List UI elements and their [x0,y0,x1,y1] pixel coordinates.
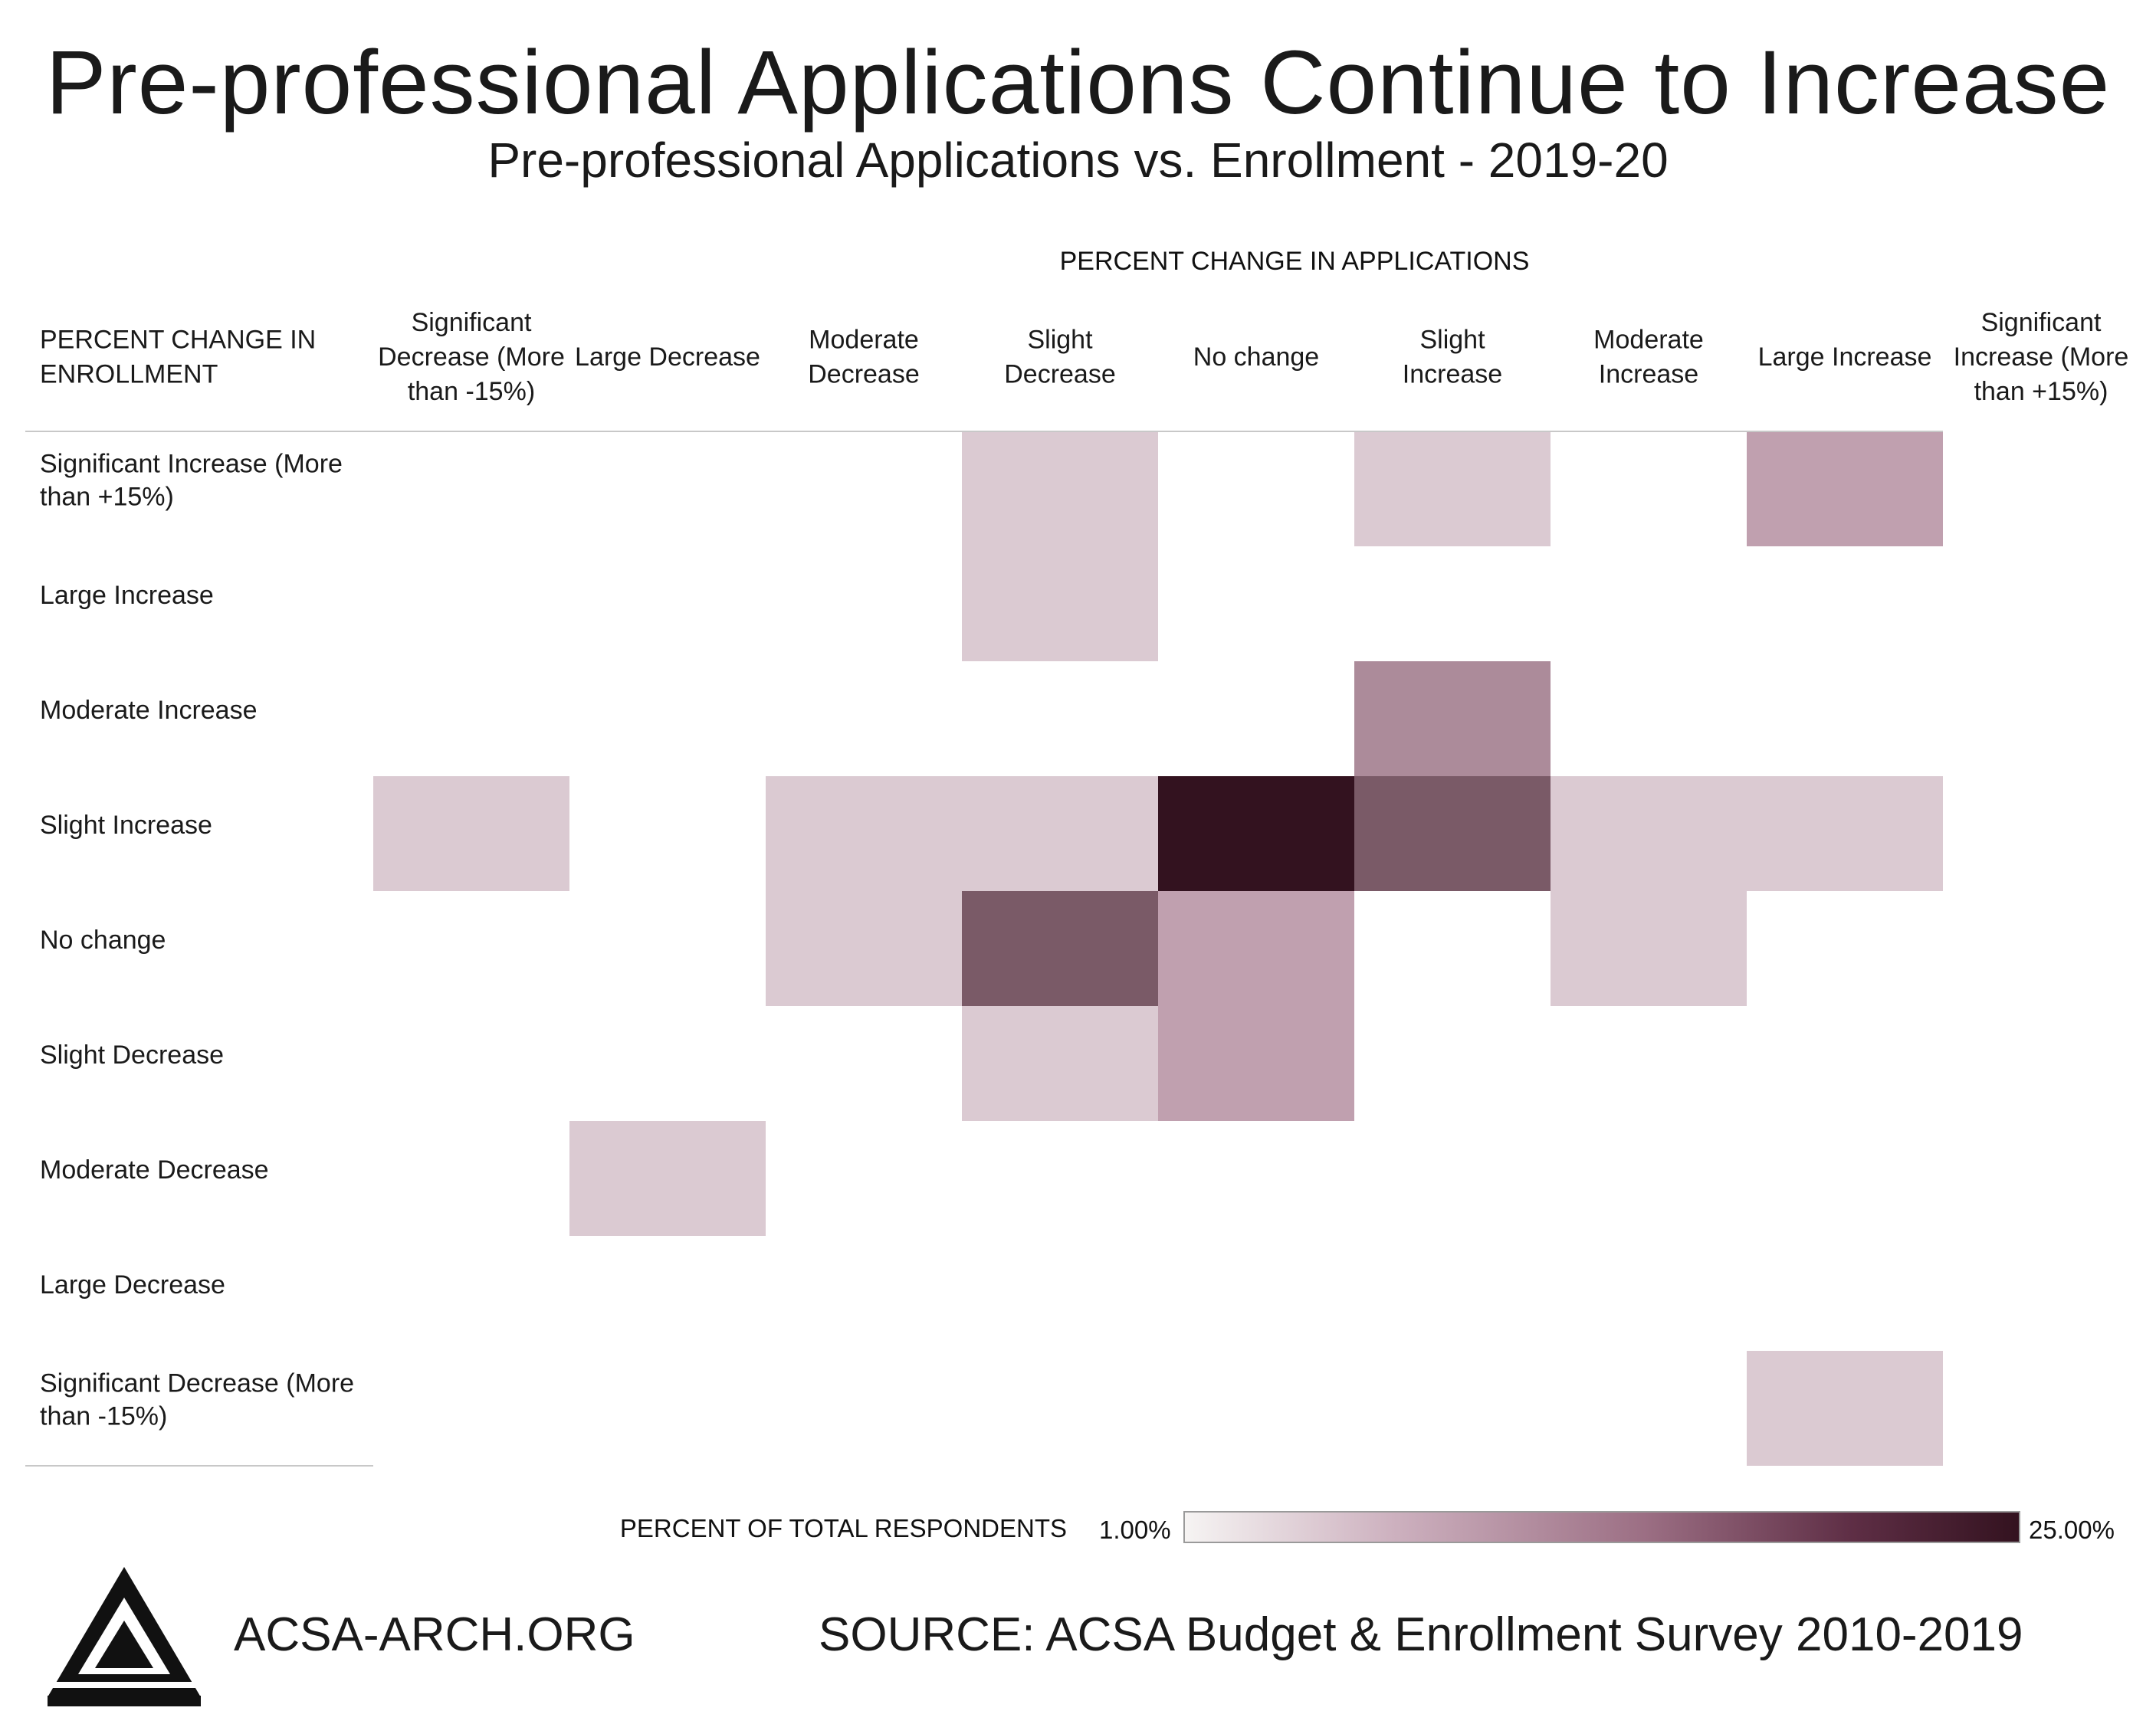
row-label: Slight Decrease [40,1041,224,1070]
heatmap-cell [1354,431,1551,546]
footer-site: ACSA-ARCH.ORG [234,1608,635,1661]
column-header: No change [1193,343,1319,372]
heatmap-cell [1551,891,1747,1006]
acsa-logo [48,1567,201,1713]
column-header: Moderate Increase [1593,325,1704,388]
chart-subtitle: Pre-professional Applications vs. Enroll… [487,133,1669,188]
heatmap-cell [766,891,962,1006]
row-label: Large Decrease [40,1270,225,1300]
heatmap-cell [1354,661,1551,776]
chart-title: Pre-professional Applications Continue t… [45,32,2111,133]
heatmap-cell [1747,1351,1943,1466]
column-header: Slight Increase [1403,325,1502,388]
legend-color-bar [1183,1511,2020,1543]
heatmap-cell [1158,776,1354,891]
column-header: Large Increase [1758,343,1932,372]
heatmap-cell [373,776,569,891]
row-label: No change [40,926,166,955]
heatmap-cell [1747,431,1943,546]
heatmap-cell [962,1006,1158,1121]
heatmap-cell [962,431,1158,546]
legend-title: PERCENT OF TOTAL RESPONDENTS [620,1514,1067,1542]
heatmap-cell [1158,1006,1354,1121]
row-label: Moderate Decrease [40,1155,269,1185]
heatmap-cell [962,546,1158,661]
footer-source: SOURCE: ACSA Budget & Enrollment Survey … [819,1608,2023,1661]
row-label: Significant Decrease (More than -15%) [40,1368,354,1431]
legend-max-label: 25.00% [2029,1516,2115,1544]
heatmap-cell [766,776,962,891]
heatmap-cell [1747,776,1943,891]
heatmap-cell [962,776,1158,891]
heatmap-cell [1551,776,1747,891]
heatmap-cell [1158,891,1354,1006]
column-header: Significant Decrease (More than -15%) [378,308,565,406]
heatmap-cell [962,891,1158,1006]
row-label: Large Increase [40,581,214,610]
row-label: Moderate Increase [40,696,258,725]
column-header: Slight Decrease [1004,325,1116,388]
row-label: Slight Increase [40,811,212,840]
legend-min-label: 1.00% [1099,1516,1171,1544]
row-label: Significant Increase (More than +15%) [40,449,343,511]
heatmap-cell [569,1121,766,1236]
column-header: Moderate Decrease [808,325,920,388]
y-axis-title: PERCENT CHANGE IN ENROLLMENT [40,325,316,388]
column-header: Significant Increase (More than +15%) [1954,308,2129,406]
heatmap-cell [1354,776,1551,891]
column-header: Large Decrease [575,343,760,372]
x-axis-title: PERCENT CHANGE IN APPLICATIONS [1060,247,1530,276]
